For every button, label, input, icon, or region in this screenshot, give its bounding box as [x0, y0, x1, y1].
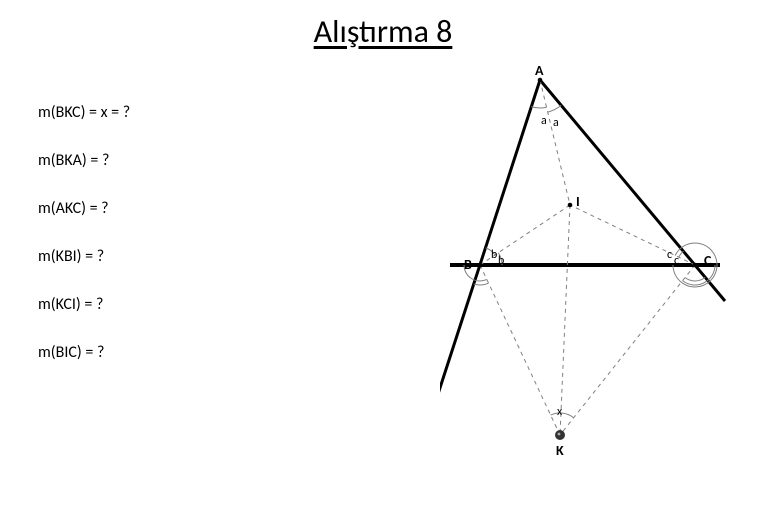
label-B: B [464, 256, 472, 273]
angle-a1: a [541, 114, 547, 128]
question-akc: m(AKC) = ? [38, 201, 130, 217]
label-A: A [535, 62, 543, 79]
question-bka: m(BKA) = ? [38, 153, 130, 169]
triangle-diagram: A B C I K a a b b c c x [440, 70, 740, 490]
page-title: Alıştırma 8 [0, 12, 766, 51]
angle-c1: c [667, 248, 672, 262]
question-bic: m(BIC) = ? [38, 345, 130, 361]
label-K: K [556, 442, 564, 459]
question-kci: m(KCI) = ? [38, 297, 130, 313]
angle-x: x [557, 405, 562, 419]
angle-b2: b [498, 254, 504, 268]
diagram-svg [440, 70, 740, 490]
label-I: I [576, 193, 580, 210]
angle-a2: a [553, 116, 559, 130]
question-bkc: m(BKC) = x = ? [38, 105, 130, 121]
angle-c2: c [674, 254, 679, 268]
label-C: C [704, 252, 711, 269]
angle-b1: b [491, 248, 497, 262]
question-kbi: m(KBI) = ? [38, 249, 130, 265]
question-list: m(BKC) = x = ? m(BKA) = ? m(AKC) = ? m(K… [38, 105, 130, 393]
